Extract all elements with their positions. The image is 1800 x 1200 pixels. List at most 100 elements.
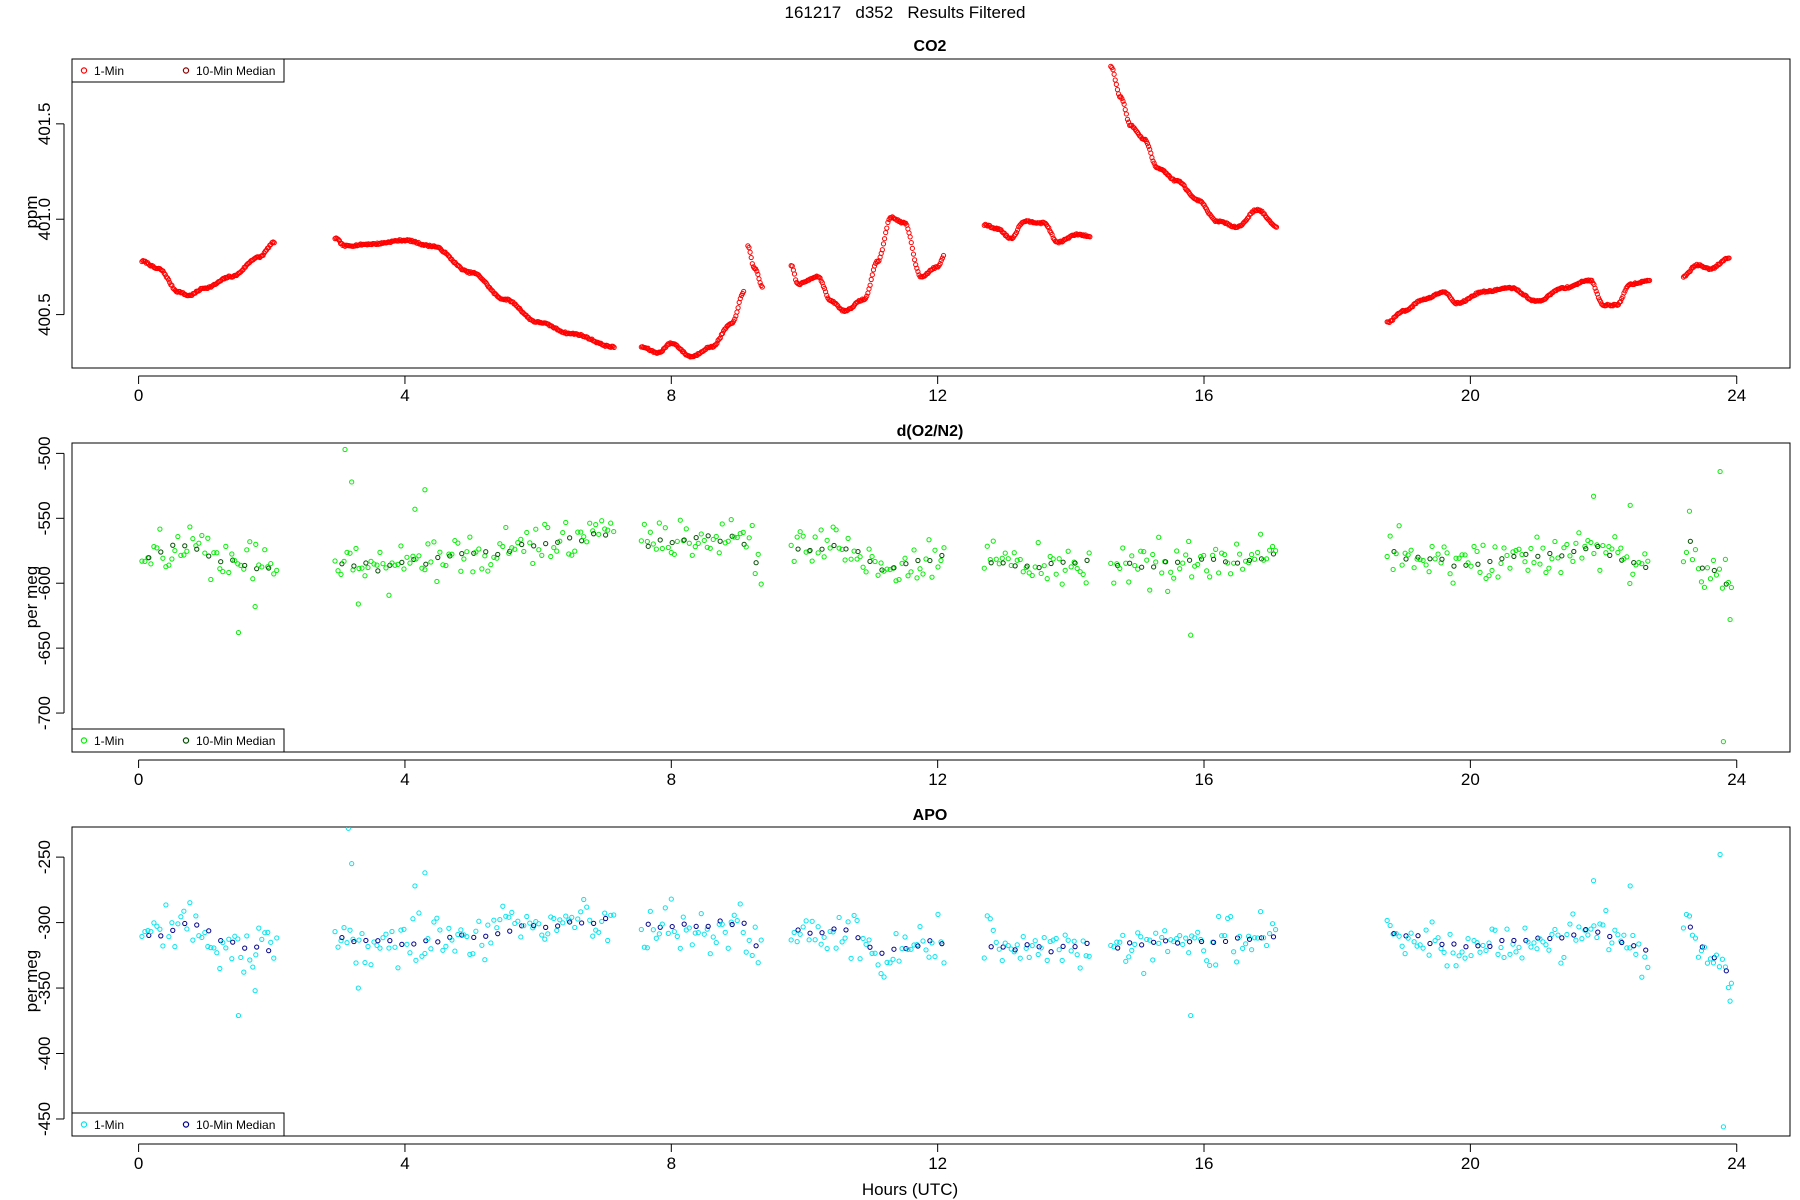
data-point xyxy=(842,557,848,563)
data-point xyxy=(1420,297,1426,303)
data-point xyxy=(1044,576,1050,582)
data-point xyxy=(184,926,190,932)
data-point xyxy=(422,870,428,876)
data-point xyxy=(401,926,407,932)
data-point xyxy=(1267,930,1273,937)
data-point xyxy=(506,914,512,920)
data-point xyxy=(1387,533,1393,539)
data-point xyxy=(226,936,232,942)
data-point xyxy=(440,947,446,953)
data-point xyxy=(587,917,593,923)
x-tick-label: 12 xyxy=(928,1154,947,1173)
data-point xyxy=(488,940,494,946)
data-point xyxy=(752,924,758,930)
data-point xyxy=(1441,949,1447,956)
data-point xyxy=(1618,298,1624,305)
x-tick-label: 8 xyxy=(667,770,676,789)
data-point xyxy=(377,945,383,951)
data-point xyxy=(154,545,160,551)
data-point xyxy=(1432,937,1438,944)
data-point xyxy=(1704,960,1711,966)
data-point xyxy=(349,479,355,485)
data-point xyxy=(145,928,151,934)
median-point xyxy=(831,542,837,549)
data-point xyxy=(1522,925,1528,931)
x-tick-label: 20 xyxy=(1461,770,1480,789)
median-point xyxy=(591,920,597,926)
data-point xyxy=(449,937,455,943)
data-point xyxy=(788,542,794,548)
data-point xyxy=(1483,575,1489,582)
median-point xyxy=(1024,563,1030,569)
data-point xyxy=(754,268,760,274)
data-point xyxy=(1546,565,1552,571)
y-tick-label: -500 xyxy=(35,436,54,470)
median-point xyxy=(1258,935,1265,941)
data-point xyxy=(728,919,734,925)
median-point xyxy=(1210,939,1217,945)
median-point xyxy=(1000,944,1006,950)
data-point xyxy=(905,573,911,579)
data-point xyxy=(809,918,815,924)
data-point xyxy=(860,935,866,942)
data-point xyxy=(259,936,265,942)
data-point xyxy=(1195,929,1201,935)
data-point xyxy=(872,558,878,565)
data-point xyxy=(557,917,563,923)
data-point xyxy=(821,554,827,560)
data-point xyxy=(1408,547,1414,553)
data-point xyxy=(806,548,812,554)
data-point xyxy=(1045,223,1051,230)
data-point xyxy=(431,919,437,925)
data-point xyxy=(160,943,166,949)
data-point xyxy=(437,927,443,933)
data-point xyxy=(1420,557,1426,564)
data-point xyxy=(1615,549,1621,556)
data-point xyxy=(482,553,488,559)
data-point xyxy=(494,925,500,931)
data-point xyxy=(662,905,668,911)
median-point xyxy=(657,537,663,543)
data-point xyxy=(1390,566,1396,573)
data-point xyxy=(1423,927,1429,933)
x-tick-label: 8 xyxy=(667,1154,676,1173)
data-point xyxy=(524,913,530,920)
y-tick-label: 400.5 xyxy=(35,293,54,336)
data-point xyxy=(734,534,740,541)
data-point xyxy=(398,927,404,933)
data-point xyxy=(226,569,232,576)
data-point xyxy=(695,540,701,546)
data-point xyxy=(1417,557,1423,563)
data-point xyxy=(1507,951,1513,957)
data-point xyxy=(1046,225,1052,231)
data-point xyxy=(1537,936,1543,942)
data-point xyxy=(184,548,190,554)
data-point xyxy=(1552,926,1558,933)
o2n2-panel: d(O2/N2) per meg 0 4 8 12 16 20 24 -500 -550 -600… xyxy=(22,423,1791,789)
data-point xyxy=(1570,558,1576,564)
data-point xyxy=(859,296,865,302)
median-point xyxy=(939,552,945,559)
median-point xyxy=(1246,557,1253,563)
median-point xyxy=(1012,563,1018,569)
data-point xyxy=(271,240,277,246)
median-point xyxy=(855,935,861,941)
data-point xyxy=(1035,540,1041,546)
data-point xyxy=(1528,944,1534,950)
data-point xyxy=(1642,954,1648,960)
median-point xyxy=(891,946,897,952)
data-point xyxy=(1147,937,1153,943)
data-point xyxy=(1144,936,1150,943)
legend-marker-1-min xyxy=(80,737,88,744)
data-point xyxy=(692,544,698,550)
data-point xyxy=(1513,949,1519,955)
data-point xyxy=(1002,550,1008,556)
median-point xyxy=(1391,930,1397,937)
data-point xyxy=(217,566,223,572)
median-point xyxy=(1595,929,1601,935)
data-point xyxy=(1531,560,1537,566)
data-point xyxy=(1456,953,1462,959)
median-point xyxy=(1060,559,1066,565)
data-point xyxy=(869,950,875,956)
